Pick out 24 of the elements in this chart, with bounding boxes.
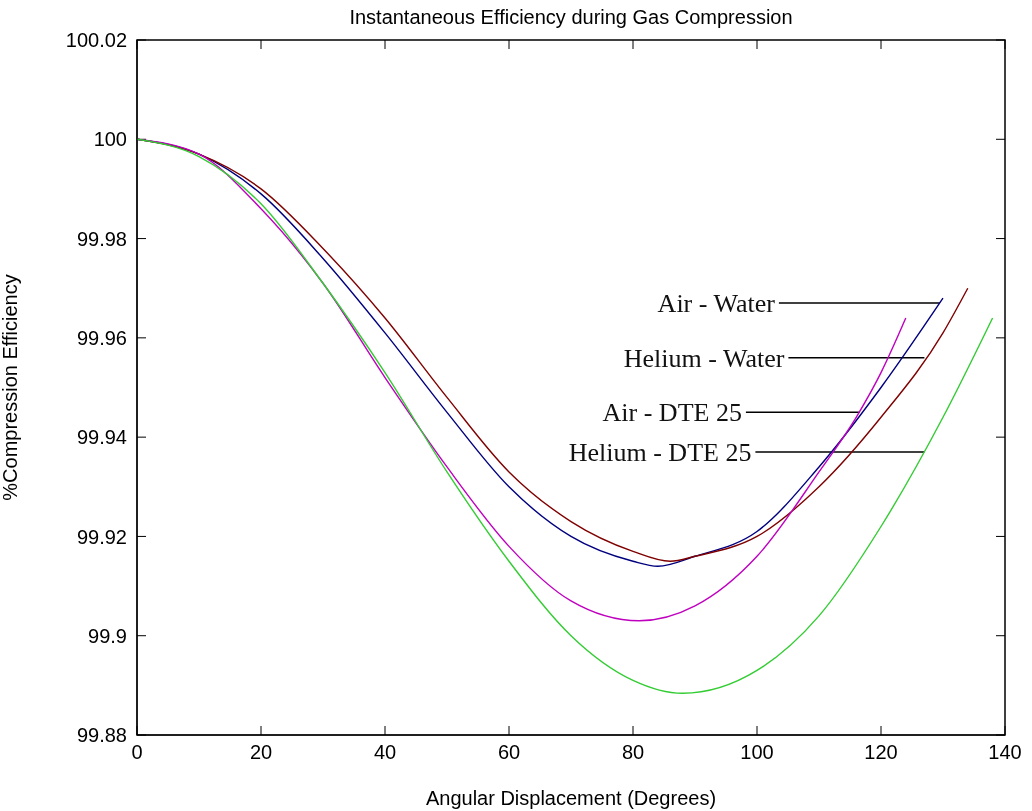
y-tick-label: 99.96 [76, 326, 127, 349]
x-tick-label: 120 [864, 741, 898, 764]
x-tick-label: 20 [249, 741, 273, 764]
x-tick-label: 140 [988, 741, 1022, 764]
x-tick-label: 0 [131, 741, 143, 764]
annotation: Helium - Water [623, 343, 785, 373]
y-tick-label: 99.88 [76, 724, 127, 747]
y-tick-label: 99.98 [76, 227, 127, 250]
annotation: Helium - DTE 25 [568, 438, 752, 468]
y-tick-label: 100 [93, 128, 127, 151]
x-tick-label: 60 [497, 741, 521, 764]
y-tick-label: 99.9 [88, 624, 127, 647]
x-tick-label: 40 [373, 741, 397, 764]
annotation: Air - Water [657, 289, 776, 319]
y-tick-label: 99.94 [76, 426, 127, 449]
annotation: Air - DTE 25 [602, 398, 742, 428]
x-tick-label: 80 [621, 741, 645, 764]
y-axis-title: %Compression Efficiency [0, 274, 22, 501]
y-tick-label: 100.02 [65, 29, 127, 52]
x-axis-title: Angular Displacement (Degrees) [425, 787, 717, 809]
chart-title: Instantaneous Efficiency during Gas Compression [349, 6, 793, 28]
x-tick-label: 100 [740, 741, 774, 764]
y-tick-label: 99.92 [76, 525, 127, 548]
line-series [137, 138, 994, 694]
